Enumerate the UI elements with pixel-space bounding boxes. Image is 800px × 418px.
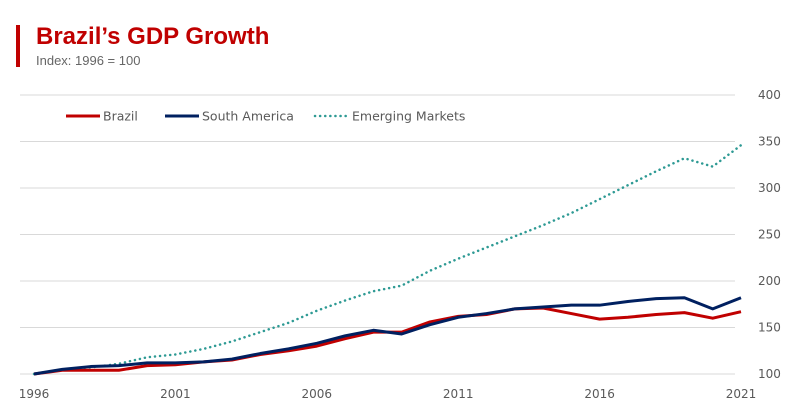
x-tick-label: 2001 [160,387,191,401]
series-line-south-america [33,296,742,376]
series-line-emerging-markets [32,143,743,376]
title-accent-bar [16,25,20,67]
y-tick-label: 200 [758,274,781,288]
y-tick-label: 300 [758,181,781,195]
y-tick-label: 100 [758,367,781,381]
legend-label: Emerging Markets [352,109,465,124]
x-tick-label: 1996 [19,387,50,401]
y-tick-label: 400 [758,88,781,102]
chart-title: Brazil’s GDP Growth [36,23,270,50]
chart-subtitle: Index: 1996 = 100 [36,53,141,68]
x-tick-label: 2006 [302,387,333,401]
y-tick-label: 350 [758,135,781,149]
x-tick-label: 2016 [584,387,615,401]
y-tick-label: 250 [758,228,781,242]
y-tick-label: 150 [758,321,781,335]
legend-label: South America [202,109,294,124]
legend-label: Brazil [103,109,138,124]
x-tick-label: 2011 [443,387,474,401]
x-tick-label: 2021 [726,387,757,401]
